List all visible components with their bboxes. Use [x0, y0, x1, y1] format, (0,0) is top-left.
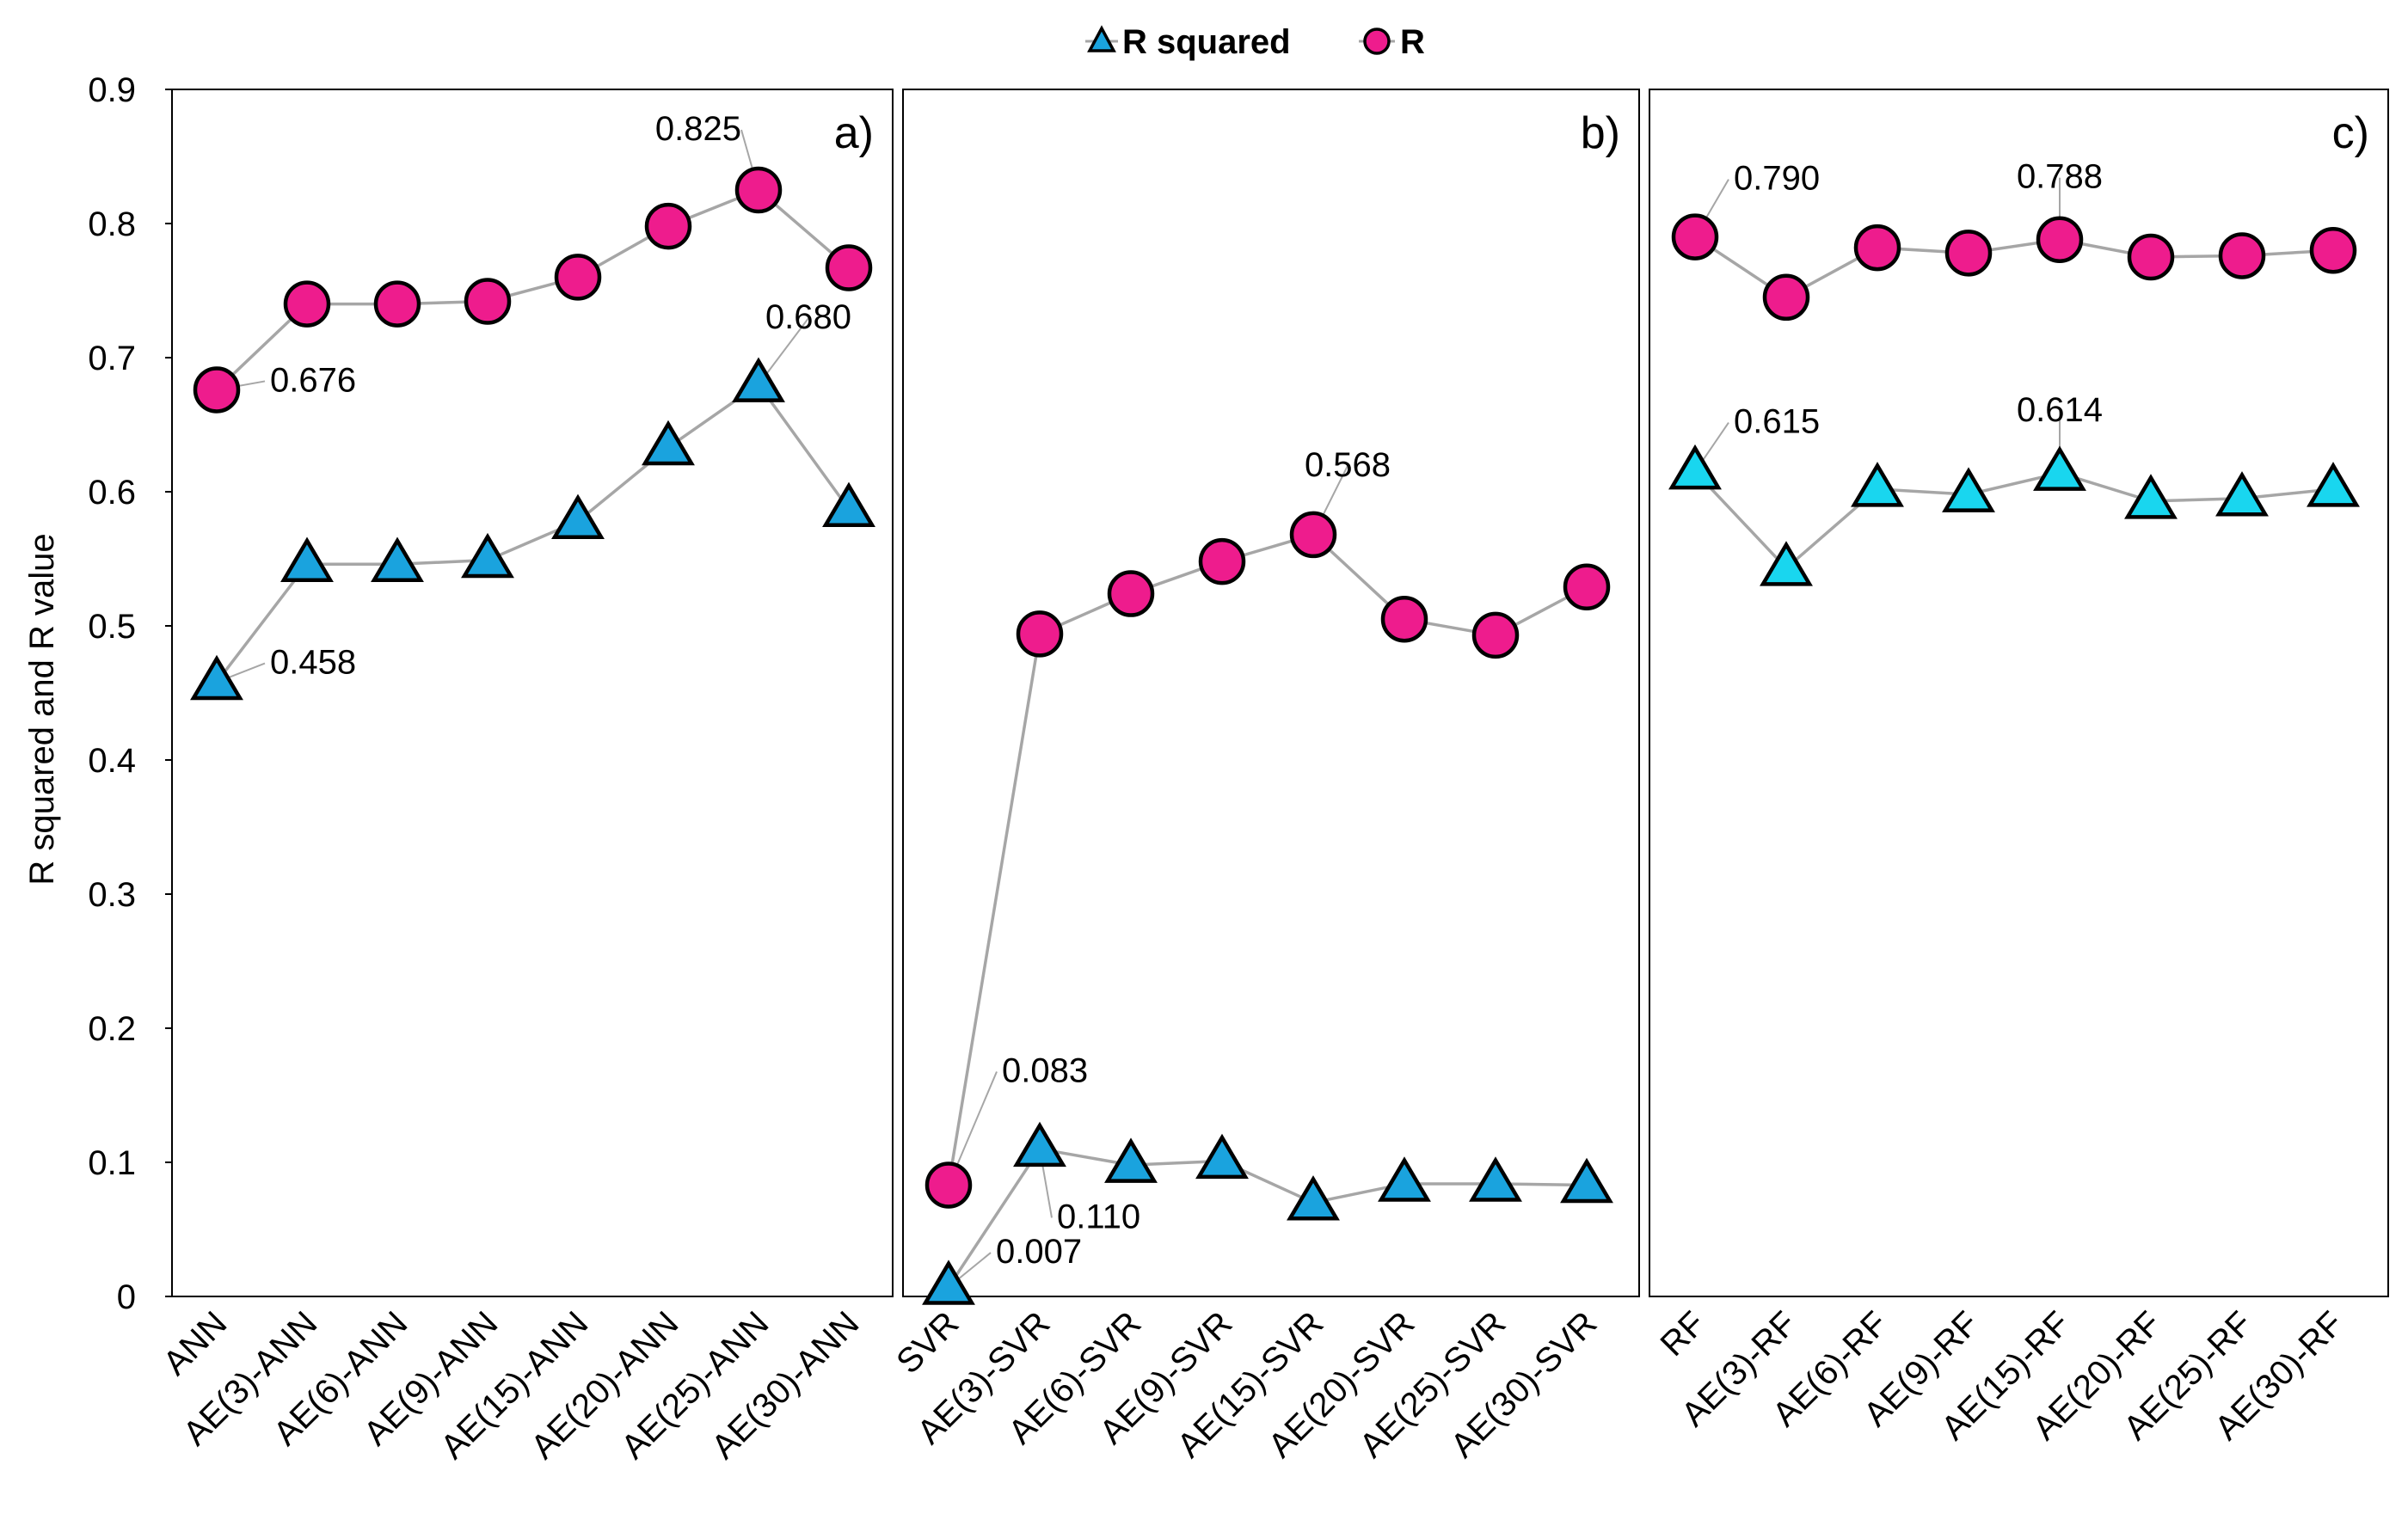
- data-label: 0.568: [1305, 446, 1391, 484]
- r-squared-point: [1378, 1156, 1431, 1202]
- r-squared-point: [461, 532, 514, 579]
- r-squared-point: [190, 654, 243, 701]
- y-tick-label: 0.7: [88, 340, 136, 377]
- y-tick-label: 0.5: [88, 608, 136, 646]
- r-squared-point: [280, 536, 334, 582]
- panel-tag: c): [2332, 108, 2369, 158]
- r-squared-point: [1760, 541, 1813, 586]
- legend: R squared R: [1085, 23, 1425, 61]
- r-point: [1563, 563, 1611, 611]
- r-squared-point: [1104, 1137, 1158, 1183]
- panel-tag: b): [1581, 108, 1620, 158]
- legend-r-squared-label: R squared: [1122, 23, 1291, 61]
- panel-3: c)RFAE(3)-RFAE(6)-RFAE(9)-RFAE(15)-RFAE(…: [1649, 89, 2389, 1448]
- r-squared-point: [1195, 1133, 1249, 1180]
- r-point: [373, 280, 421, 328]
- data-label: 0.458: [270, 644, 356, 682]
- panel-frame: [1649, 89, 2389, 1297]
- r-point: [1671, 213, 1719, 260]
- r-squared-point: [371, 536, 424, 582]
- y-tick-label: 0.1: [88, 1144, 136, 1182]
- r-point: [1380, 595, 1428, 643]
- data-label: 0.680: [765, 298, 851, 336]
- legend-r-label: R: [1400, 23, 1425, 61]
- r-squared-point: [922, 1259, 975, 1305]
- legend-r-squared-marker: [1087, 25, 1116, 52]
- r-point: [1016, 610, 1064, 658]
- data-label: 0.825: [655, 110, 741, 148]
- y-tick-label: 0.8: [88, 205, 136, 243]
- r-point: [644, 202, 692, 250]
- x-tick-label: SVR: [889, 1304, 966, 1381]
- y-tick-label: 0.9: [88, 71, 136, 109]
- data-label: 0.083: [1002, 1052, 1088, 1090]
- r-point: [554, 254, 602, 301]
- y-axis-ticks: 0 0.1 0.2 0.3 0.4 0.5 0.6 0.7 0.8 0.9: [88, 71, 172, 1316]
- data-label: 0.110: [1057, 1198, 1140, 1235]
- r-squared-point: [1851, 462, 1904, 507]
- r-squared-line: [215, 382, 851, 683]
- r-squared-point: [2215, 471, 2269, 517]
- r-point: [1107, 570, 1155, 617]
- x-tick-label: ANN: [157, 1304, 235, 1382]
- r-squared-point: [1469, 1156, 1522, 1202]
- r-squared-point: [2033, 445, 2086, 491]
- y-tick-label: 0.6: [88, 474, 136, 512]
- r-squared-point: [1287, 1175, 1340, 1221]
- y-tick-label: 0.4: [88, 742, 136, 780]
- r-point: [283, 280, 331, 328]
- r-point: [2127, 233, 2175, 281]
- data-label: 0.790: [1734, 160, 1820, 198]
- r-point: [734, 166, 783, 214]
- data-label: 0.676: [270, 361, 356, 399]
- r-point: [2218, 232, 2266, 279]
- data-label: 0.615: [1734, 403, 1820, 441]
- y-axis-title: R squared and R value: [23, 533, 61, 885]
- panel-frame: [902, 89, 1640, 1297]
- x-tick-label: RF: [1654, 1304, 1713, 1364]
- r-point: [1762, 273, 1810, 322]
- y-tick-label: 0.3: [88, 876, 136, 914]
- r-point: [1853, 224, 1901, 272]
- r-squared-point: [2124, 474, 2178, 519]
- r-point: [464, 278, 512, 325]
- r-point: [1198, 537, 1246, 585]
- r-squared-point: [1942, 467, 1995, 512]
- chart-panels: a)ANNAE(3)-ANNAE(6)-ANNAE(9)-ANNAE(15)-A…: [157, 89, 2389, 1467]
- panel-1: a)ANNAE(3)-ANNAE(6)-ANNAE(9)-ANNAE(15)-A…: [157, 89, 894, 1467]
- r-squared-point: [551, 493, 605, 540]
- panel-tag: a): [834, 108, 874, 158]
- data-label: 0.788: [2017, 158, 2103, 196]
- r-point: [1289, 511, 1337, 559]
- r-squared-point: [822, 481, 875, 528]
- r-point: [193, 366, 241, 414]
- r-squared-point: [642, 420, 695, 466]
- panel-frame: [171, 89, 894, 1297]
- y-tick-label: 0: [117, 1278, 136, 1316]
- r-point: [1471, 611, 1520, 659]
- r-point: [825, 244, 873, 291]
- r-squared-point: [732, 357, 785, 402]
- data-label: 0.614: [2017, 391, 2103, 429]
- r-squared-point: [2307, 462, 2360, 507]
- legend-r-marker: [1363, 28, 1391, 55]
- r-point: [2036, 216, 2084, 263]
- r-squared-point: [1013, 1121, 1066, 1167]
- r-point: [2309, 226, 2357, 274]
- r-point: [1944, 230, 1993, 277]
- r-point: [924, 1161, 973, 1209]
- r-squared-point: [1560, 1157, 1613, 1204]
- panel-2: b)SVRAE(3)-SVRAE(6)-SVRAE(9)-SVRAE(15)-S…: [889, 89, 1640, 1465]
- data-label: 0.007: [996, 1233, 1082, 1271]
- r-squared-point: [1668, 444, 1722, 490]
- y-tick-label: 0.2: [88, 1010, 136, 1048]
